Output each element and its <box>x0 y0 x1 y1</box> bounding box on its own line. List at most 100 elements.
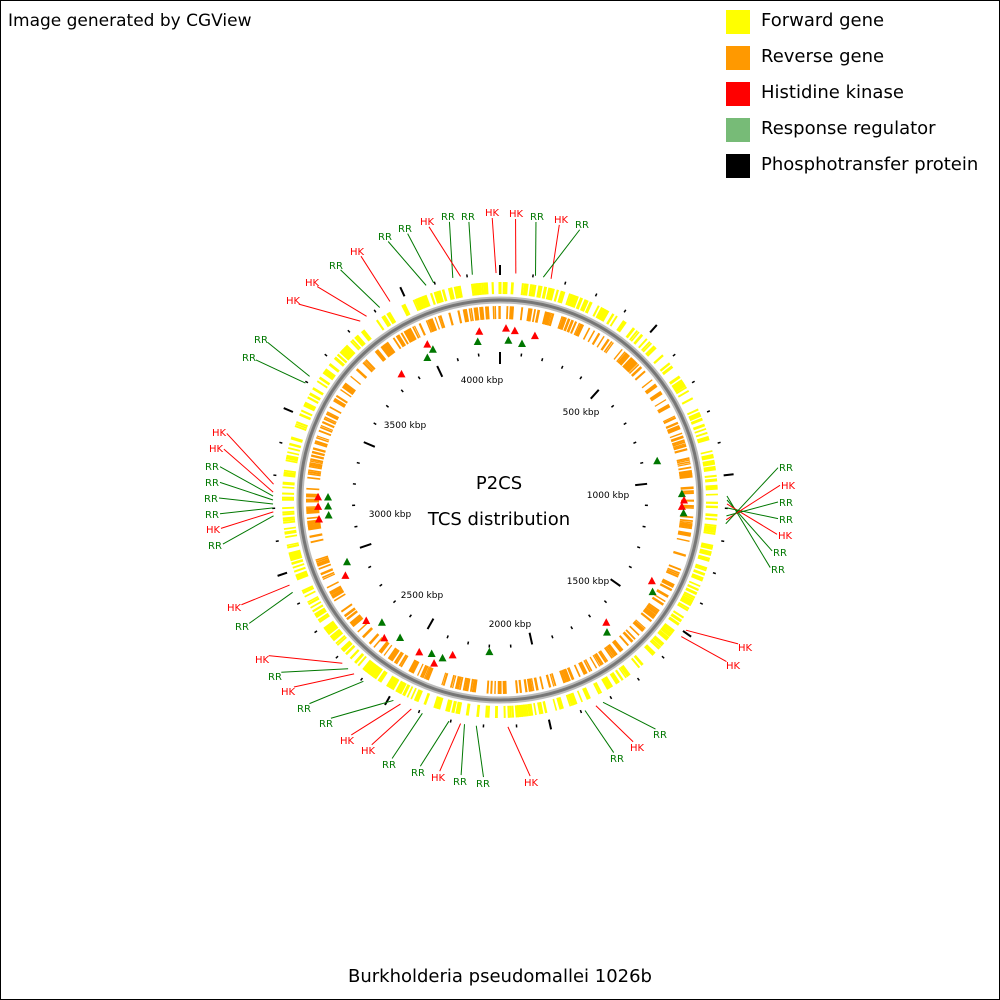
forward-gene-segment <box>345 644 356 656</box>
forward-gene-segment <box>282 481 295 486</box>
forward-gene-segment <box>641 341 651 352</box>
forward-gene-segment <box>694 428 707 434</box>
outer-tick <box>594 293 598 297</box>
hk-label: HK <box>286 296 301 307</box>
rr-callout-line <box>726 507 779 520</box>
reverse-gene-segment <box>398 654 408 667</box>
reverse-gene-segment <box>362 627 374 639</box>
reverse-gene-segment <box>633 620 645 631</box>
forward-gene-segment <box>365 662 375 673</box>
reverse-gene-segment <box>349 614 362 625</box>
reverse-gene-segment <box>479 306 483 321</box>
forward-gene-segment <box>527 703 531 717</box>
reverse-gene-segment <box>307 524 322 530</box>
forward-gene-segment <box>583 687 591 700</box>
reverse-gene-segment <box>395 652 404 665</box>
reverse-gene-segment <box>374 350 385 362</box>
legend-label-histidine-kinase: Histidine kinase <box>761 82 904 103</box>
forward-gene-segment <box>703 527 717 532</box>
rr-callout-line <box>448 221 454 278</box>
forward-gene-segment <box>283 471 296 476</box>
reverse-gene-segment <box>316 435 330 441</box>
reverse-gene-segment <box>318 563 332 570</box>
forward-gene-segment <box>303 403 316 412</box>
reverse-gene-segment <box>306 487 320 491</box>
hk-marker <box>677 502 686 510</box>
reverse-gene-segment <box>676 537 690 542</box>
forward-gene-segment <box>698 554 711 560</box>
forward-gene-segment <box>688 411 701 420</box>
forward-gene-segment <box>642 342 653 353</box>
reverse-gene-segment <box>596 335 605 348</box>
rr-label: RR <box>773 548 787 559</box>
inner-tick <box>570 626 574 630</box>
rr-marker <box>438 653 447 662</box>
reverse-gene-segment <box>611 640 623 653</box>
reverse-gene-segment <box>362 361 374 373</box>
hk-callout-line <box>595 705 634 743</box>
inner-tick <box>590 389 600 400</box>
reverse-gene-segment <box>464 677 469 692</box>
reverse-gene-segment <box>315 557 329 563</box>
reverse-gene-segment <box>333 399 346 408</box>
inner-tick <box>560 365 564 370</box>
forward-gene-segment <box>600 309 610 322</box>
reverse-gene-segment <box>307 521 321 526</box>
forward-gene-segment <box>652 637 663 647</box>
outer-tick <box>712 571 717 575</box>
forward-gene-segment <box>336 353 348 364</box>
reverse-gene-segment <box>316 558 330 565</box>
forward-gene-segment <box>558 291 566 304</box>
reverse-gene-segment <box>573 664 581 678</box>
forward-gene-segment <box>316 380 328 389</box>
reverse-gene-segment <box>528 678 534 692</box>
forward-gene-segment <box>611 672 620 683</box>
reverse-gene-segment <box>534 309 541 323</box>
reverse-gene-segment <box>523 679 528 693</box>
reverse-gene-segment <box>322 573 336 580</box>
reverse-gene-segment <box>679 522 693 526</box>
forward-gene-segment <box>396 681 406 694</box>
forward-gene-segment <box>659 362 671 372</box>
reverse-gene-segment <box>457 676 462 690</box>
reverse-gene-segment <box>666 569 680 576</box>
forward-gene-segment <box>476 704 481 717</box>
forward-gene-segment <box>474 283 479 296</box>
reverse-gene-segment <box>642 609 655 620</box>
forward-gene-segment <box>703 465 716 471</box>
forward-gene-segment <box>646 346 657 357</box>
forward-gene-segment <box>307 396 319 404</box>
forward-gene-segment <box>318 376 331 386</box>
forward-gene-segment <box>357 655 367 667</box>
forward-gene-segment <box>324 622 336 632</box>
rr-label: RR <box>268 672 282 683</box>
reverse-gene-segment <box>384 342 395 355</box>
reverse-gene-segment <box>657 405 671 414</box>
outer-tick <box>360 677 364 681</box>
forward-gene-segment <box>565 293 571 306</box>
reverse-gene-segment <box>560 669 568 683</box>
forward-gene-segment <box>414 298 422 311</box>
reverse-gene-segment <box>665 421 679 430</box>
forward-gene-segment <box>323 369 335 380</box>
rr-label: RR <box>382 760 396 771</box>
reverse-gene-segment <box>519 307 524 321</box>
forward-gene-segment <box>694 565 707 572</box>
reverse-gene-segment <box>387 647 397 660</box>
reverse-gene-segment <box>578 662 587 675</box>
rr-callout-line <box>281 668 349 673</box>
reverse-gene-segment <box>464 308 470 323</box>
legend-label-reverse-gene: Reverse gene <box>761 46 885 67</box>
outer-tick <box>661 655 665 659</box>
outer-tick <box>564 281 567 285</box>
reverse-gene-segment <box>400 655 409 668</box>
forward-gene-segment <box>381 316 390 328</box>
forward-gene-segment <box>594 681 603 694</box>
reverse-gene-segment <box>323 417 337 425</box>
reverse-gene-segment <box>350 615 363 626</box>
forward-gene-segment <box>291 558 304 565</box>
forward-gene-segment <box>649 640 660 650</box>
reverse-gene-segment <box>645 607 657 616</box>
forward-gene-segment <box>509 705 512 718</box>
outer-tick <box>335 655 339 659</box>
